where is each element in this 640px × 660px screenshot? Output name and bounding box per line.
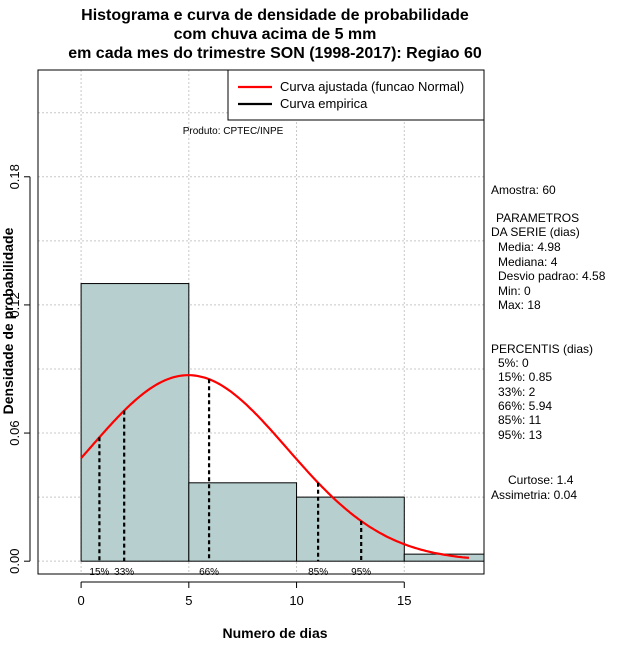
pct-15: 15%: 0.85 [498, 370, 553, 384]
legend-empirical-label: Curva empirica [280, 96, 368, 111]
params-header-2: DA SERIE (dias) [491, 225, 580, 239]
percentile-label: 33% [114, 567, 134, 578]
axes: 0 5 10 15 0.00 0.06 0.12 0.18 [7, 164, 412, 608]
fitted-normal-curve [80, 374, 470, 559]
x-tick-label: 5 [185, 593, 192, 608]
x-tick-label: 10 [289, 593, 303, 608]
title-line-3: em cada mes do trimestre SON (1998-2017)… [68, 45, 482, 62]
percentile-label: 15% [89, 567, 109, 578]
title-line-1: Histograma e curva de densidade de proba… [81, 7, 469, 24]
stat-kurtosis: Curtose: 1.4 [508, 473, 574, 487]
stat-sd: Desvio padrao: 4.58 [498, 269, 606, 283]
params-header-1: PARAMETROS [496, 211, 580, 225]
stat-mean: Media: 4.98 [498, 240, 561, 254]
histogram-bar [296, 496, 405, 562]
y-tick-label: 0.12 [7, 292, 22, 317]
y-axis-label: Densidade de probabilidade [0, 227, 16, 414]
stat-median: Mediana: 4 [498, 255, 558, 269]
percentile-label: 85% [308, 567, 328, 578]
histogram-bars [80, 283, 485, 562]
histogram-bar [188, 482, 298, 562]
sample-size: Amostra: 60 [491, 183, 556, 197]
stat-max: Max: 18 [498, 298, 541, 312]
pct-33: 33%: 2 [498, 385, 536, 399]
percentiles-header: PERCENTIS (dias) [491, 342, 594, 356]
percentile-label: 66% [199, 567, 219, 578]
histogram-bar [80, 283, 190, 562]
y-tick-label: 0.18 [7, 164, 22, 189]
legend-box [227, 69, 485, 121]
fitted-curve-layer [80, 374, 470, 559]
y-tick-label: 0.06 [7, 420, 22, 445]
legend: Curva ajustada (funcao Normal) Curva emp… [227, 69, 485, 121]
pct-66: 66%: 5.94 [498, 399, 553, 413]
legend-fitted-label: Curva ajustada (funcao Normal) [280, 79, 464, 94]
stat-skewness: Assimetria: 0.04 [491, 488, 578, 502]
pct-85: 85%: 11 [498, 413, 542, 427]
title-line-2: com chuva acima de 5 mm [173, 26, 377, 43]
pct-95: 95%: 13 [498, 428, 543, 442]
x-tick-label: 15 [397, 593, 411, 608]
percentile-lines: 15% 33% 66% 85% 95% [89, 379, 371, 578]
percentile-label: 95% [351, 567, 371, 578]
pct-5: 5%: 0 [498, 356, 529, 370]
product-label: Produto: CPTEC/INPE [183, 126, 284, 137]
y-tick-label: 0.00 [7, 549, 22, 574]
x-axis-label: Numero de dias [222, 625, 327, 641]
x-tick-label: 0 [77, 593, 84, 608]
stat-min: Min: 0 [498, 284, 531, 298]
